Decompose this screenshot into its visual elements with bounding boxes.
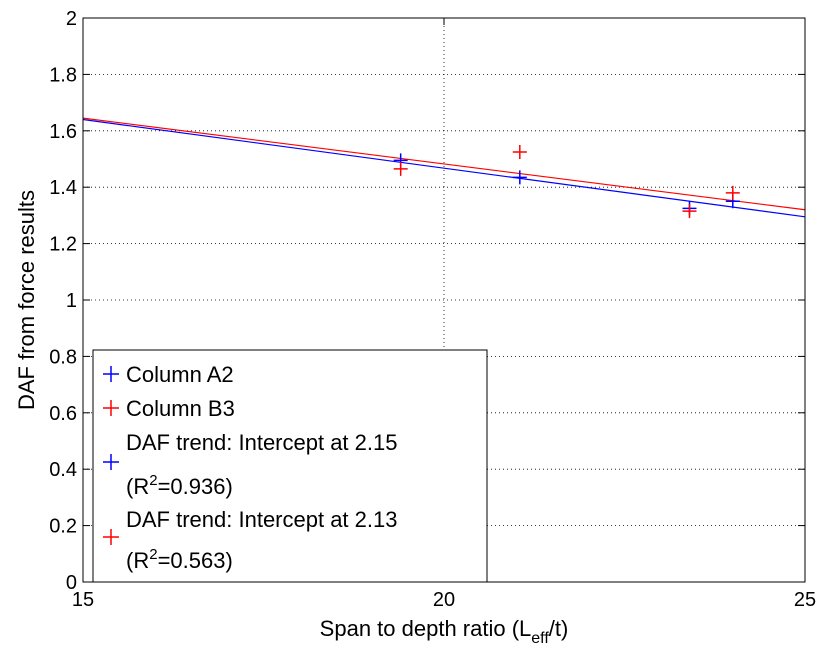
svg-text:DAF trend: Intercept at 2.15: DAF trend: Intercept at 2.15 [126, 430, 397, 455]
y-tick-label: 1.2 [49, 234, 77, 256]
y-axis-label: DAF from force results [14, 190, 39, 410]
trend-line-2 [82, 118, 806, 218]
legend-marker-trend-b3 [103, 529, 119, 545]
x-axis-label: Span to depth ratio (Leff/t) [320, 616, 569, 647]
data-point-series-0 [512, 170, 527, 185]
x-axis-label-subscript: eff [531, 630, 549, 647]
data-point-series-1 [393, 161, 408, 176]
svg-text:Column A2: Column A2 [126, 362, 234, 387]
svg-text:DAF trend: Intercept at 2.13: DAF trend: Intercept at 2.13 [126, 507, 397, 532]
y-tick-label: 0.8 [49, 346, 77, 368]
x-tick-label: 20 [433, 589, 455, 611]
legend-marker-column-b3 [103, 400, 119, 416]
svg-text:(R2=0.563): (R2=0.563) [126, 546, 233, 573]
y-tick-label: 1 [66, 290, 77, 312]
x-tick-label: 25 [794, 589, 816, 611]
y-tick-label: 0 [66, 572, 77, 594]
trend-line-3 [82, 117, 806, 211]
legend-entry-column-b3: Column B3 [103, 396, 235, 421]
svg-text:Column B3: Column B3 [126, 396, 235, 421]
legend-entry-column-a2: Column A2 [103, 362, 234, 387]
plot-series [82, 117, 806, 219]
data-point-series-1 [512, 144, 527, 159]
x-tick-label: 15 [72, 589, 94, 611]
data-point-series-1 [725, 185, 740, 200]
legend-entry-trend-b3: DAF trend: Intercept at 2.13 (R2=0.563) [103, 507, 397, 573]
data-point-series-1 [682, 204, 697, 219]
svg-text:(R2=0.936): (R2=0.936) [126, 472, 233, 499]
y-tick-label: 0.2 [49, 516, 77, 538]
legend: Column A2 Column B3 DAF trend: Intercept… [92, 349, 488, 583]
legend-marker-column-a2 [103, 366, 119, 382]
axis-ticks: 0 0.2 0.4 0.6 0.8 1 1.2 1.4 1.6 1.8 2 15 20 25 [49, 8, 816, 611]
y-tick-label: 1.8 [49, 64, 77, 86]
legend-marker-trend-a2 [103, 454, 119, 470]
legend-box [92, 349, 488, 583]
y-tick-label: 0.4 [49, 459, 77, 481]
y-tick-label: 0.6 [49, 403, 77, 425]
legend-entry-trend-a2: DAF trend: Intercept at 2.15 (R2=0.936) [103, 430, 397, 499]
y-tick-label: 1.4 [49, 177, 77, 199]
y-tick-label: 1.6 [49, 121, 77, 143]
y-tick-label: 2 [66, 8, 77, 30]
